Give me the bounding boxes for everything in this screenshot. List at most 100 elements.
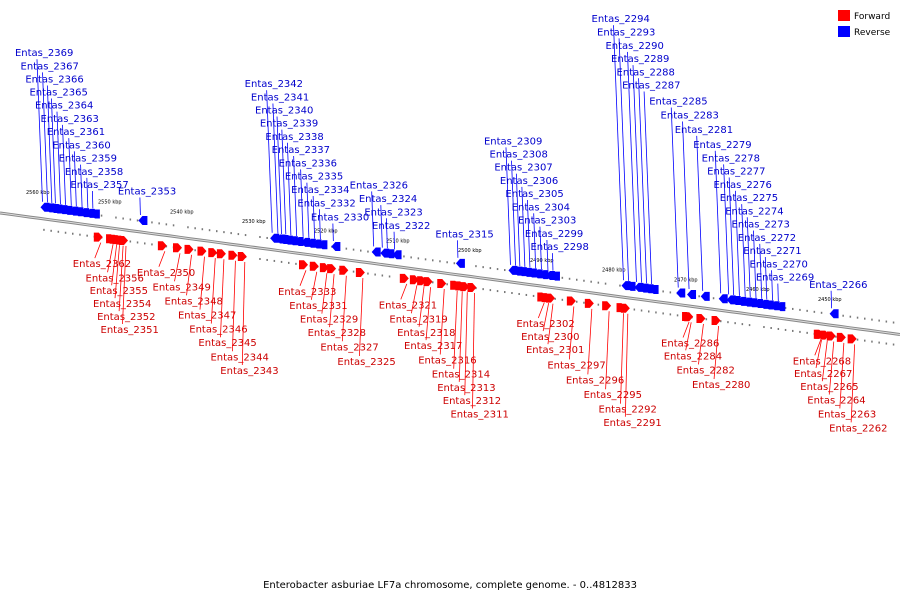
- gene-label[interactable]: Entas_2314: [432, 370, 490, 381]
- gene-label[interactable]: Entas_2366: [25, 74, 83, 85]
- gene-label[interactable]: Entas_2353: [118, 186, 176, 197]
- gene-label[interactable]: Entas_2315: [435, 229, 493, 240]
- gene-label[interactable]: Entas_2285: [649, 97, 707, 108]
- gene-block[interactable]: [339, 265, 349, 275]
- gene-label[interactable]: Entas_2262: [829, 423, 887, 434]
- gene-block[interactable]: [754, 299, 763, 309]
- gene-block[interactable]: [385, 249, 395, 259]
- gene-label[interactable]: Entas_2296: [566, 375, 624, 386]
- gene-label[interactable]: Entas_2338: [265, 132, 323, 143]
- gene-block[interactable]: [197, 246, 207, 256]
- gene-label[interactable]: Entas_2340: [255, 106, 313, 117]
- gene-label[interactable]: Entas_2342: [245, 79, 303, 90]
- gene-block[interactable]: [649, 284, 659, 294]
- gene-block[interactable]: [626, 281, 636, 291]
- gene-label[interactable]: Entas_2363: [41, 114, 99, 125]
- gene-block[interactable]: [748, 298, 758, 308]
- gene-block[interactable]: [737, 296, 747, 306]
- gene-block[interactable]: [288, 236, 298, 246]
- gene-label[interactable]: Entas_2313: [437, 383, 495, 394]
- gene-label[interactable]: Entas_2350: [137, 268, 195, 279]
- gene-block[interactable]: [527, 268, 537, 278]
- gene-block[interactable]: [550, 271, 560, 281]
- gene-block[interactable]: [184, 244, 194, 254]
- gene-block[interactable]: [228, 250, 238, 260]
- gene-label[interactable]: Entas_2332: [297, 198, 355, 209]
- gene-label[interactable]: Entas_2280: [692, 380, 750, 391]
- gene-label[interactable]: Entas_2358: [65, 167, 123, 178]
- gene-label[interactable]: Entas_2298: [530, 242, 588, 253]
- gene-label[interactable]: Entas_2273: [732, 220, 790, 231]
- gene-block[interactable]: [847, 334, 857, 344]
- gene-label[interactable]: Entas_2288: [617, 67, 675, 78]
- gene-label[interactable]: Entas_2355: [90, 286, 148, 297]
- gene-label[interactable]: Entas_2335: [285, 172, 343, 183]
- gene-label[interactable]: Entas_2302: [516, 319, 574, 330]
- gene-label[interactable]: Entas_2274: [725, 206, 783, 217]
- gene-label[interactable]: Entas_2306: [500, 176, 558, 187]
- gene-label[interactable]: Entas_2281: [675, 125, 733, 136]
- gene-block[interactable]: [80, 208, 90, 218]
- gene-block[interactable]: [776, 302, 786, 312]
- gene-label[interactable]: Entas_2319: [389, 314, 447, 325]
- gene-label[interactable]: Entas_2283: [661, 111, 719, 122]
- gene-label[interactable]: Entas_2270: [750, 259, 808, 270]
- gene-label[interactable]: Entas_2365: [29, 87, 87, 98]
- gene-block[interactable]: [764, 300, 774, 310]
- gene-label[interactable]: Entas_2325: [337, 357, 395, 368]
- gene-block[interactable]: [620, 303, 630, 313]
- gene-block[interactable]: [684, 312, 694, 322]
- gene-label[interactable]: Entas_2300: [521, 332, 579, 343]
- gene-label[interactable]: Entas_2293: [597, 27, 655, 38]
- gene-label[interactable]: Entas_2284: [664, 351, 722, 362]
- gene-block[interactable]: [700, 291, 710, 301]
- gene-label[interactable]: Entas_2287: [622, 80, 680, 91]
- gene-block[interactable]: [138, 215, 148, 225]
- gene-block[interactable]: [676, 288, 686, 298]
- gene-label[interactable]: Entas_2303: [518, 216, 576, 227]
- gene-label[interactable]: Entas_2328: [308, 328, 366, 339]
- gene-block[interactable]: [355, 267, 365, 277]
- gene-label[interactable]: Entas_2323: [364, 207, 422, 218]
- gene-label[interactable]: Entas_2295: [584, 390, 642, 401]
- gene-block[interactable]: [93, 232, 103, 242]
- gene-label[interactable]: Entas_2289: [611, 54, 669, 65]
- gene-label[interactable]: Entas_2292: [599, 405, 657, 416]
- gene-block[interactable]: [718, 294, 728, 304]
- gene-label[interactable]: Entas_2346: [189, 325, 247, 336]
- gene-block[interactable]: [545, 293, 555, 303]
- gene-label[interactable]: Entas_2282: [676, 365, 734, 376]
- gene-label[interactable]: Entas_2299: [525, 229, 583, 240]
- gene-label[interactable]: Entas_2343: [220, 366, 278, 377]
- gene-block[interactable]: [318, 240, 328, 250]
- gene-label[interactable]: Entas_2330: [311, 213, 369, 224]
- gene-block[interactable]: [826, 331, 836, 341]
- gene-label[interactable]: Entas_2360: [52, 140, 110, 151]
- gene-label[interactable]: Entas_2359: [59, 154, 117, 165]
- gene-label[interactable]: Entas_2369: [15, 48, 73, 59]
- gene-label[interactable]: Entas_2286: [661, 339, 719, 350]
- gene-block[interactable]: [327, 264, 337, 274]
- gene-label[interactable]: Entas_2279: [693, 140, 751, 151]
- gene-label[interactable]: Entas_2349: [153, 282, 211, 293]
- gene-label[interactable]: Entas_2276: [713, 180, 771, 191]
- gene-block[interactable]: [836, 332, 846, 342]
- gene-label[interactable]: Entas_2305: [505, 189, 563, 200]
- gene-label[interactable]: Entas_2269: [756, 273, 814, 284]
- gene-block[interactable]: [731, 296, 741, 306]
- gene-block[interactable]: [119, 236, 128, 246]
- gene-block[interactable]: [602, 301, 612, 311]
- gene-label[interactable]: Entas_2347: [178, 311, 236, 322]
- gene-label[interactable]: Entas_2361: [47, 127, 105, 138]
- gene-block[interactable]: [74, 207, 84, 217]
- gene-label[interactable]: Entas_2290: [605, 41, 663, 52]
- gene-label[interactable]: Entas_2354: [93, 299, 151, 310]
- gene-block[interactable]: [399, 273, 409, 283]
- gene-label[interactable]: Entas_2266: [809, 280, 867, 291]
- gene-label[interactable]: Entas_2271: [743, 246, 801, 257]
- gene-block[interactable]: [216, 249, 226, 259]
- gene-label[interactable]: Entas_2307: [494, 163, 552, 174]
- gene-label[interactable]: Entas_2357: [70, 180, 128, 191]
- gene-label[interactable]: Entas_2367: [21, 61, 79, 72]
- gene-label[interactable]: Entas_2356: [86, 273, 144, 284]
